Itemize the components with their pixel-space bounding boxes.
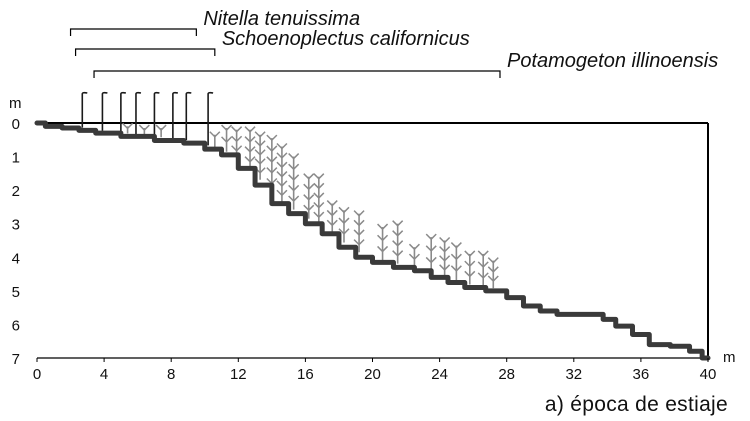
submerged-plant: [288, 153, 300, 210]
emergent-plant-stem: [101, 91, 108, 131]
species-range-bracket: [93, 70, 501, 78]
species-label: Potamogeton illinoensis: [507, 50, 718, 72]
submerged-plant: [221, 124, 233, 152]
x-axis-ticks: 0 4 8 12 16 20 24 28 32 36 40: [33, 358, 717, 383]
submerged-plant: [313, 173, 325, 225]
submerged-plant: [338, 206, 350, 243]
submerged-plant: [138, 124, 150, 136]
y-tick-label: 4: [12, 250, 20, 267]
submerged-plant: [276, 142, 288, 203]
y-tick-label: 2: [12, 183, 20, 200]
emergent-plant-stem: [185, 91, 192, 141]
profile-frame: [37, 122, 709, 359]
emergent-plant-stem: [81, 91, 88, 128]
y-tick-label: 0: [12, 116, 20, 133]
submerged-plant: [254, 131, 266, 180]
emergent-plant-stem: [153, 91, 160, 137]
figure-caption: a) época de estiaje: [544, 393, 728, 416]
y-axis-ticks: 0 1 2 3 4 5 6 7: [12, 116, 20, 368]
x-tick-label: 40: [700, 366, 717, 383]
x-tick-label: 32: [565, 366, 582, 383]
submerged-plant: [303, 173, 315, 219]
submerged-plant: [439, 236, 451, 277]
submerged-plant: [353, 210, 365, 253]
y-tick-label: 6: [12, 317, 20, 334]
x-axis-unit: m: [723, 349, 736, 366]
submerged-plant: [244, 126, 256, 170]
species-label: Nitella tenuissima: [203, 8, 360, 30]
x-tick-label: 36: [633, 366, 650, 383]
bottom-profile-line: [34, 120, 711, 361]
submerged-plant: [477, 250, 489, 287]
y-tick-label: 5: [12, 284, 20, 301]
species-range-bracket: [74, 48, 216, 56]
bottom-profile: [34, 120, 711, 361]
y-tick-label: 7: [12, 351, 20, 368]
species-label: Schoenoplectus californicus: [222, 28, 470, 50]
emergent-plant-stem: [120, 91, 127, 133]
submerged-plant: [408, 243, 420, 268]
submerged-plant: [392, 220, 404, 264]
x-tick-label: 8: [167, 366, 175, 383]
submerged-plant: [122, 122, 134, 134]
x-tick-label: 16: [297, 366, 314, 383]
species-range-bracket: [69, 28, 197, 36]
x-tick-label: 0: [33, 366, 41, 383]
submerged-plant: [326, 200, 338, 234]
emergent-plant-stem: [135, 91, 142, 135]
submerged-plant: [425, 233, 437, 273]
y-tick-label: 3: [12, 217, 20, 234]
y-axis-unit: m: [9, 95, 22, 112]
submerged-plant: [487, 257, 499, 289]
submerged-plant: [464, 250, 476, 285]
x-tick-label: 28: [498, 366, 515, 383]
submerged-plant: [155, 124, 167, 138]
y-tick-label: 1: [12, 150, 20, 167]
x-tick-label: 12: [230, 366, 247, 383]
x-tick-label: 24: [431, 366, 448, 383]
plant-symbols: [81, 91, 499, 289]
submerged-plant: [377, 223, 389, 261]
submerged-plant: [450, 242, 462, 281]
x-tick-label: 4: [100, 366, 108, 383]
submerged-plant: [209, 131, 221, 148]
x-tick-label: 20: [364, 366, 381, 383]
emergent-plant-stem: [207, 91, 214, 146]
emergent-plant-stem: [172, 91, 179, 139]
